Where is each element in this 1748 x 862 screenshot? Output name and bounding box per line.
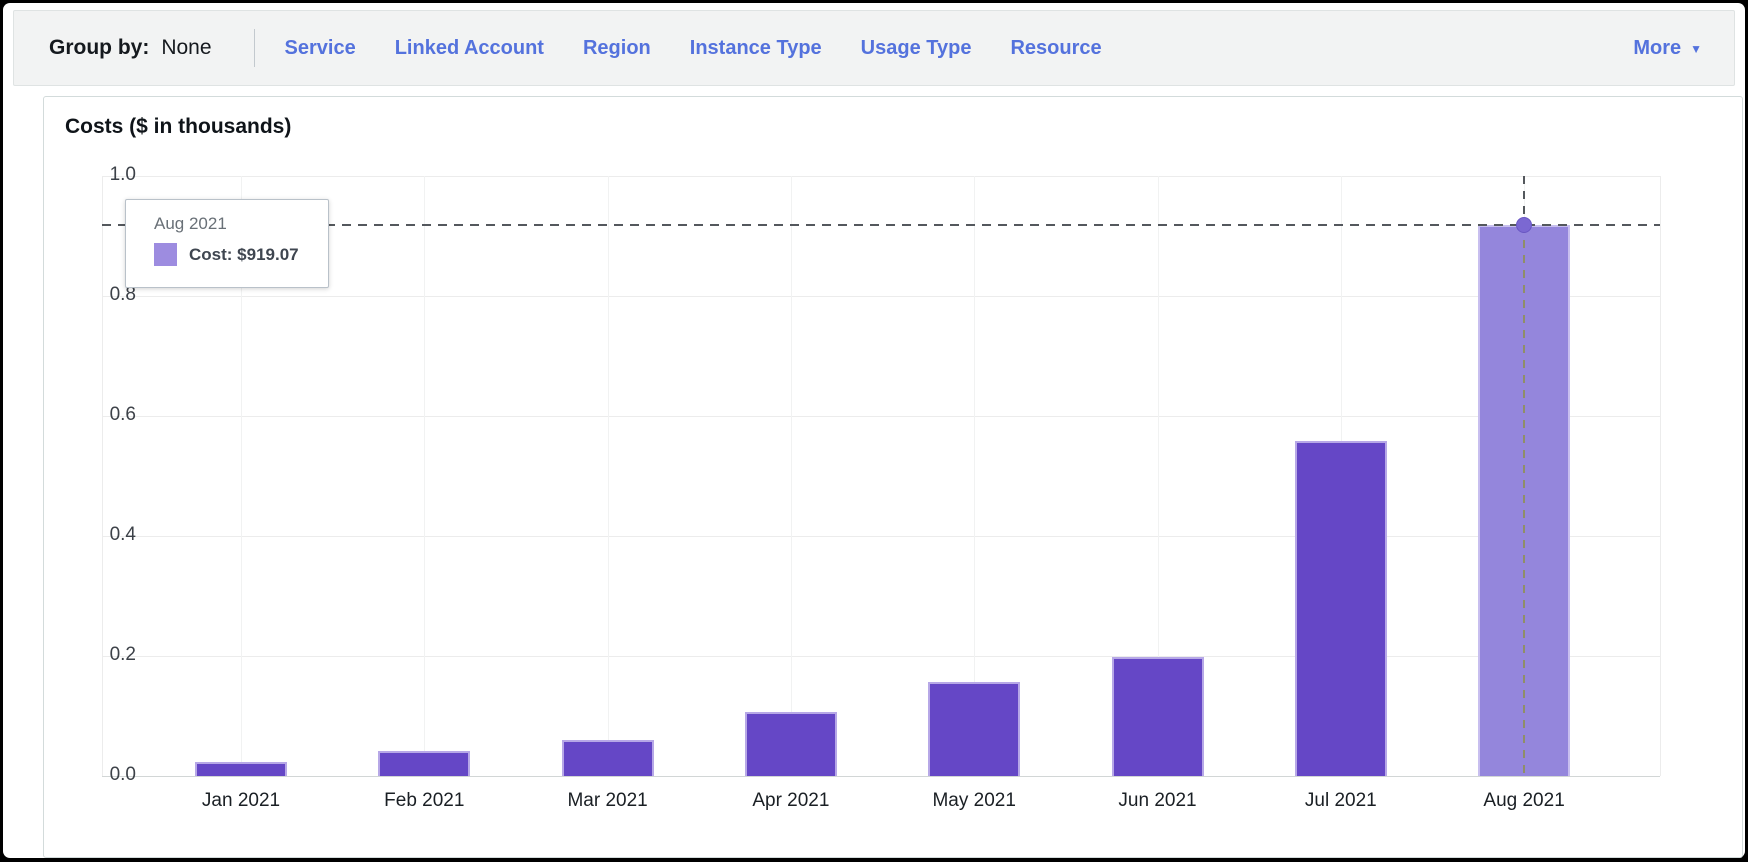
group-by-links: Service Linked Account Region Instance Type… (285, 37, 1102, 60)
more-label: More (1633, 36, 1682, 59)
toolbar-divider (253, 29, 255, 67)
chart-title: Costs ($ in thousands) (65, 115, 292, 138)
group-by-link-linked-account[interactable]: Linked Account (394, 36, 544, 59)
group-by-value: None (161, 36, 212, 59)
tooltip-cost-value: Cost: $919.07 (189, 244, 299, 264)
more-menu-button[interactable]: More ▼ (1633, 11, 1702, 85)
chart-tooltip: Aug 2021 Cost: $919.07 (125, 199, 329, 288)
group-by-link-region[interactable]: Region (582, 36, 651, 59)
tooltip-month: Aug 2021 (154, 214, 227, 233)
cost-series-swatch (154, 243, 177, 266)
window-frame: Group by: None Service Linked Account Regi… (3, 3, 1745, 858)
chevron-down-icon: ▼ (1690, 42, 1702, 56)
group-by-label: Group by: (49, 36, 150, 59)
group-by-link-resource[interactable]: Resource (1010, 36, 1102, 59)
group-by-link-instance-type[interactable]: Instance Type (689, 36, 822, 59)
group-by-link-service[interactable]: Service (284, 36, 356, 59)
group-by-toolbar: Group by: None Service Linked Account Regi… (13, 10, 1735, 86)
tooltip-row: Cost: $919.07 (154, 243, 312, 266)
group-by-link-usage-type[interactable]: Usage Type (860, 36, 972, 59)
